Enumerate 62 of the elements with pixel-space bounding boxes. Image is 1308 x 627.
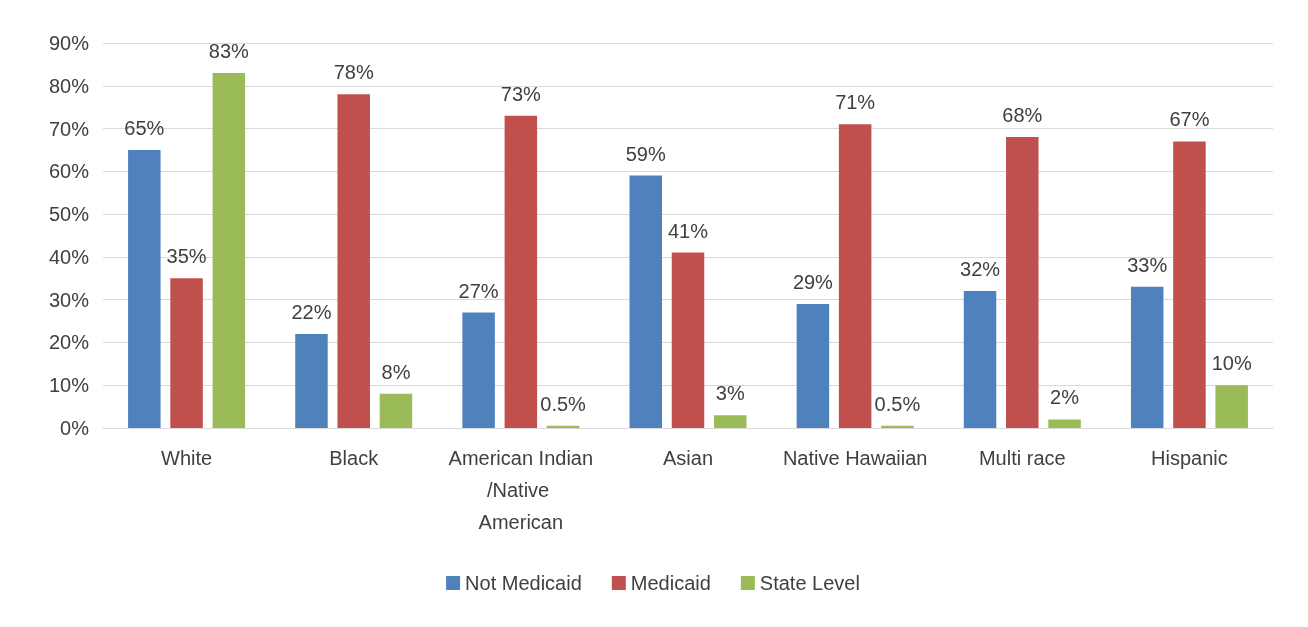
x-tick-label: Asian bbox=[662, 447, 714, 469]
data-label: 8% bbox=[381, 360, 411, 383]
y-tick-label: 80% bbox=[48, 74, 90, 97]
data-label: 35% bbox=[166, 245, 207, 268]
bar bbox=[504, 115, 538, 428]
y-tick-label: 60% bbox=[48, 160, 90, 183]
bar bbox=[295, 333, 328, 428]
bar bbox=[796, 303, 830, 428]
y-tick-label: 90% bbox=[48, 32, 90, 54]
legend-label: Medicaid bbox=[630, 572, 711, 594]
bar bbox=[629, 175, 662, 428]
data-label: 32% bbox=[960, 258, 1001, 281]
bar bbox=[1215, 385, 1248, 428]
y-tick-label: 30% bbox=[48, 288, 90, 311]
bar bbox=[170, 278, 203, 428]
y-tick-label: 0% bbox=[60, 417, 90, 439]
x-tick-label: Multi race bbox=[978, 447, 1066, 469]
data-label: 65% bbox=[124, 116, 165, 139]
bar bbox=[379, 393, 413, 428]
data-label: 78% bbox=[333, 61, 374, 84]
data-label: 71% bbox=[835, 91, 876, 114]
x-tick-label: White bbox=[161, 447, 213, 469]
bar bbox=[128, 149, 161, 428]
bar bbox=[963, 291, 997, 428]
y-tick-label: 10% bbox=[48, 374, 90, 397]
data-label: 27% bbox=[458, 279, 499, 302]
data-label: 68% bbox=[1002, 104, 1043, 127]
y-tick-label: 70% bbox=[48, 117, 90, 140]
y-tick-label: 40% bbox=[48, 245, 90, 268]
data-label: 10% bbox=[1211, 352, 1252, 375]
y-tick-label: 20% bbox=[48, 331, 90, 354]
data-label: 2% bbox=[1050, 386, 1080, 409]
data-label: 67% bbox=[1169, 108, 1210, 131]
bar bbox=[881, 425, 914, 428]
data-label: 41% bbox=[667, 219, 709, 242]
legend-label: State Level bbox=[759, 572, 860, 594]
bar bbox=[1130, 286, 1164, 428]
x-tick-label: American Indian/Native American bbox=[448, 447, 594, 533]
bar bbox=[546, 425, 580, 428]
data-label: 3% bbox=[715, 382, 745, 405]
bar bbox=[1173, 141, 1206, 428]
data-label: 29% bbox=[792, 270, 834, 293]
x-tick-label: Native Hawaiian bbox=[782, 447, 928, 469]
bar bbox=[212, 72, 246, 428]
bar bbox=[1006, 137, 1039, 428]
y-tick-label: 50% bbox=[48, 203, 90, 226]
data-label: 0.5% bbox=[540, 392, 587, 415]
data-label: 22% bbox=[291, 300, 332, 323]
bar bbox=[838, 124, 872, 428]
bar bbox=[462, 312, 495, 428]
data-label: 83% bbox=[208, 39, 250, 62]
bar bbox=[714, 415, 747, 428]
bar bbox=[1048, 419, 1081, 428]
bar bbox=[671, 252, 705, 428]
data-label: 59% bbox=[625, 142, 666, 165]
bar bbox=[337, 94, 370, 428]
data-label: 33% bbox=[1127, 253, 1168, 276]
x-tick-label: Hispanic bbox=[1151, 447, 1228, 469]
data-label: 0.5% bbox=[874, 392, 921, 415]
data-label: 73% bbox=[500, 82, 542, 105]
legend-label: Not Medicaid bbox=[465, 572, 582, 594]
x-tick-label: Black bbox=[329, 447, 380, 469]
